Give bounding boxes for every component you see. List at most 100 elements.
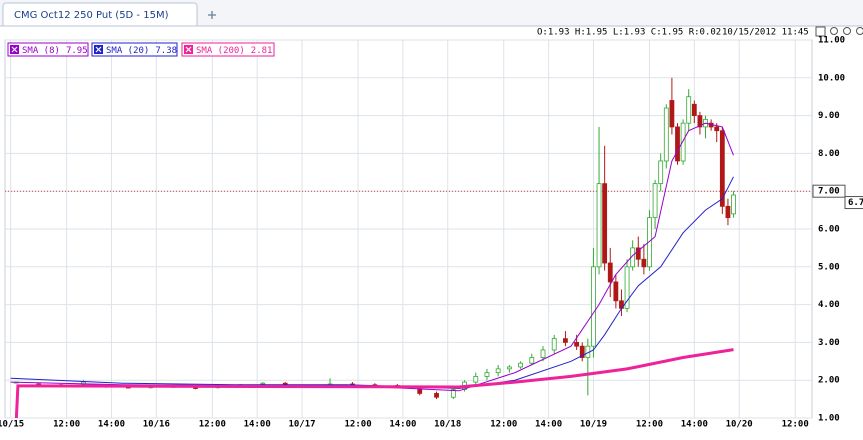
candle-body	[697, 115, 703, 128]
candle-body	[658, 160, 664, 185]
candle-body	[579, 345, 585, 358]
candle-body	[596, 183, 602, 268]
candle-body	[563, 338, 568, 343]
plot	[5, 77, 812, 418]
candle-body	[260, 382, 266, 385]
y-tick-label: 4.00	[818, 300, 840, 310]
legend-close-x	[185, 46, 192, 53]
candle-body	[669, 100, 675, 128]
x-tick-label: 10/17	[288, 420, 315, 430]
legend-value: 7.38	[155, 46, 177, 56]
x-tick-label: 14:00	[389, 420, 416, 430]
legend-value: 2.81	[251, 46, 273, 56]
candle-body	[647, 217, 652, 268]
x-tick-label: 10/15	[0, 420, 24, 430]
zoom-in[interactable]	[830, 27, 838, 35]
tools	[815, 26, 863, 37]
legend-box	[91, 42, 178, 57]
x-tick-label: 10/19	[580, 420, 607, 430]
last-price-tag	[844, 196, 863, 210]
candle-body	[602, 183, 608, 264]
price-tag	[812, 184, 846, 198]
candle-body	[624, 266, 630, 309]
candle-body	[714, 126, 720, 132]
legend-close-x	[11, 46, 18, 53]
candle-body	[417, 389, 423, 394]
sma-line	[10, 122, 734, 392]
candle-body	[607, 262, 613, 283]
candle-body	[540, 349, 546, 358]
legend-label: SMA (20) 7.38	[106, 46, 177, 56]
x-tick-label: 14:00	[244, 420, 271, 430]
candle-body	[518, 362, 523, 368]
x-tick-label: 10/18	[434, 420, 461, 430]
y-tick-label: 10.00	[818, 73, 845, 83]
candle-body	[450, 389, 456, 398]
candle-body	[613, 281, 619, 302]
candle-body	[686, 96, 692, 124]
last-price-label: 6.7	[848, 198, 863, 208]
legend-close-x	[95, 46, 102, 53]
sma-line	[14, 348, 734, 418]
x-tick-label: 10/20	[726, 420, 753, 430]
y-tick-label: 3.00	[818, 338, 840, 348]
candle-body	[506, 366, 512, 370]
sma-line	[10, 176, 734, 390]
candle-body	[434, 393, 439, 398]
legend-label: SMA (200) 2.81	[196, 46, 272, 56]
x-tick-label: 14:00	[98, 420, 125, 430]
legend-name: SMA (200)	[196, 46, 245, 56]
candle-body	[680, 122, 686, 162]
candle-body	[495, 368, 501, 374]
zoom-reset[interactable]	[856, 27, 863, 35]
legend-name: SMA (8)	[22, 46, 60, 56]
candle-body	[691, 103, 697, 117]
candle-body	[719, 130, 725, 207]
legend-box	[7, 42, 89, 57]
tool-icon[interactable]	[815, 26, 826, 37]
x-tick-label: 12:00	[345, 420, 372, 430]
candle-body	[635, 247, 641, 260]
x-tick-label: 12:00	[782, 420, 809, 430]
y-tick-label: 9.00	[818, 111, 840, 121]
candle-body	[529, 357, 535, 364]
candle-body	[591, 266, 596, 347]
x-tick-label: 12:00	[53, 420, 80, 430]
date: 10/15/2012 11:45	[722, 28, 809, 38]
candle-body	[641, 258, 647, 268]
legend: SMA (8) 7.95 SMA (20) 7.38 SMA (200) 2.81	[7, 42, 275, 57]
axes: 1.00 2.00 3.00 4.00 5.00 6.00 7.00 8.00 9.00 10.0…	[0, 36, 863, 430]
candle-body	[551, 338, 557, 351]
y-tick-label: 5.00	[818, 262, 840, 272]
candle-body	[473, 376, 479, 383]
candle-body	[652, 183, 658, 219]
x-tick-label: 12:00	[636, 420, 663, 430]
legend-value: 7.95	[66, 46, 88, 56]
x-tick-label: 12:00	[199, 420, 226, 430]
y-tick-label: 2.00	[818, 376, 840, 386]
y-tick-label: 11.00	[818, 36, 845, 46]
ohlc-info: O:1.93 H:1.95 L:1.93 C:1.95 R:0.02	[537, 28, 721, 38]
x-tick-label: 12:00	[490, 420, 517, 430]
candle-body	[663, 107, 669, 162]
y-tick-label: 8.00	[818, 149, 840, 159]
legend-label: SMA (8) 7.95	[22, 46, 88, 56]
zoom-out[interactable]	[843, 27, 851, 35]
candle-body	[725, 205, 731, 219]
candle-body	[574, 341, 580, 347]
candle-body	[484, 372, 490, 377]
x-tick-label: 10/16	[143, 420, 170, 430]
y-tick-label: 1.00	[818, 414, 840, 424]
tab-title[interactable]: CMG Oct12 250 Put (5D - 15M)	[14, 10, 169, 21]
add-tab[interactable]	[208, 11, 216, 19]
price-tag-label: 7.00	[818, 187, 840, 197]
y-tick-label: 6.00	[818, 225, 840, 235]
x-tick-label: 14:00	[535, 420, 562, 430]
candle-body	[675, 126, 680, 162]
tab[interactable]	[2, 2, 198, 26]
legend-name: SMA (20)	[106, 46, 149, 56]
candle-body	[731, 194, 736, 215]
x-tick-label: 14:00	[681, 420, 708, 430]
legend-box	[181, 42, 275, 57]
